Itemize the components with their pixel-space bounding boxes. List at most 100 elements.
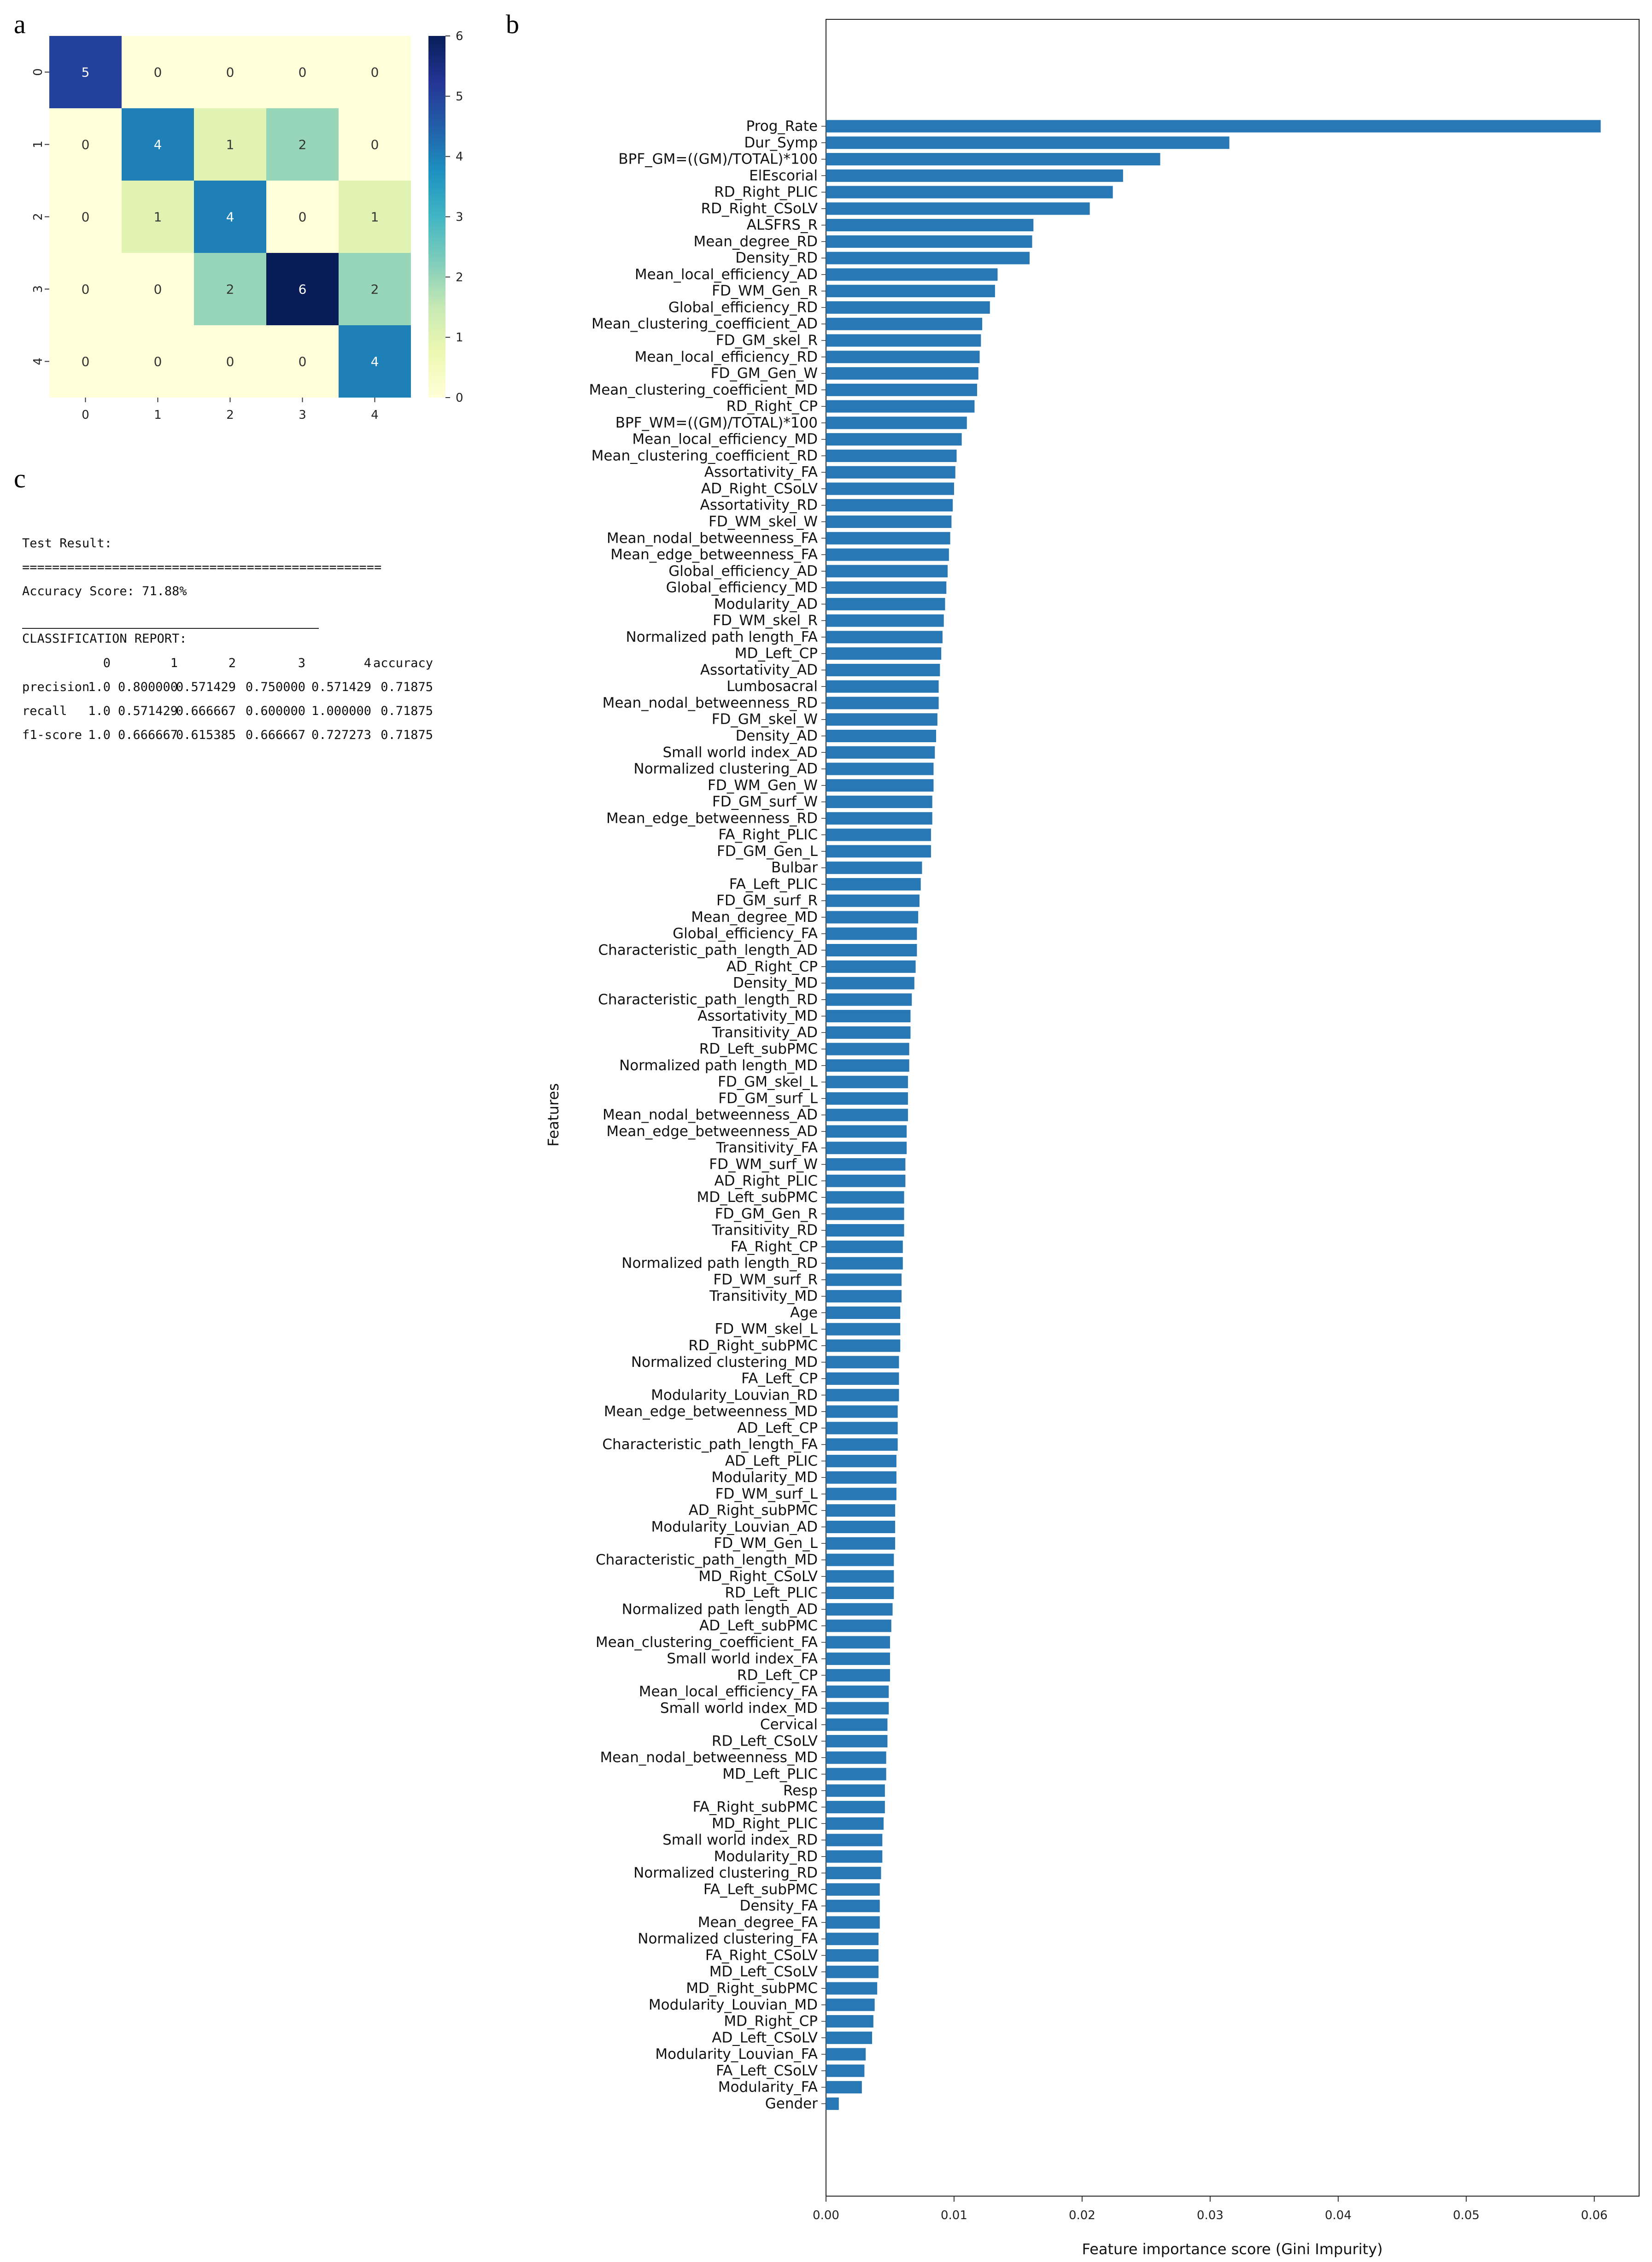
bar [826, 400, 975, 413]
heatmap-cell [49, 325, 122, 398]
bar [826, 1850, 883, 1863]
feature-label: AD_Right_subPMC [689, 1502, 818, 1519]
feature-label: Modularity_AD [714, 596, 818, 612]
feature-label: Normalized clustering_MD [631, 1354, 818, 1371]
bar [826, 1438, 898, 1451]
bar [826, 482, 954, 495]
report-cell: 0.750000 [246, 680, 305, 694]
bar [826, 1207, 904, 1220]
heatmap-cell [266, 325, 339, 398]
bar [826, 993, 912, 1006]
heatmap-cell [49, 181, 122, 253]
bar [826, 351, 980, 363]
report-column-header: 2 [228, 656, 236, 670]
bar [826, 2097, 839, 2110]
colorbar-tick-label: 2 [456, 270, 463, 284]
report-cell: 0.571429 [118, 704, 178, 718]
bar [826, 565, 948, 578]
heatmap-cell-value: 1 [154, 210, 162, 225]
report-cell: 0.571429 [311, 680, 371, 694]
heatmap-cell [266, 108, 339, 181]
heatmap-cell [194, 253, 266, 325]
colorbar-tick-label: 4 [456, 150, 463, 164]
bar [826, 1488, 896, 1500]
feature-label: FD_WM_surf_W [709, 1156, 818, 1173]
heatmap-cell [194, 325, 266, 398]
bar [826, 845, 931, 858]
bar [826, 285, 995, 298]
classification-report: Test Result: ===========================… [22, 536, 433, 742]
report-column-header: 4 [364, 656, 371, 670]
heatmap-cell [122, 253, 194, 325]
bar [826, 812, 932, 825]
report-heading: CLASSIFICATION REPORT: [22, 632, 187, 646]
bar [826, 1520, 896, 1533]
feature-label: FA_Right_CSoLV [705, 1947, 818, 1963]
report-row-label: f1-score [22, 728, 82, 742]
heatmap-cell-value: 4 [371, 354, 379, 369]
x-tick-label: 0.02 [1069, 2209, 1095, 2222]
feature-label: FA_Left_PLIC [729, 876, 818, 892]
bar [826, 1454, 896, 1467]
feature-label: Modularity_Louvian_RD [651, 1387, 818, 1403]
bar [826, 1801, 885, 1814]
heatmap-cell-value: 4 [226, 210, 234, 225]
feature-label: AD_Left_CSoLV [712, 2029, 818, 2046]
x-tick-label: 0.03 [1197, 2209, 1224, 2222]
feature-label: Normalized clustering_AD [633, 761, 818, 777]
heatmap-cell-value: 4 [154, 137, 162, 152]
report-column-header: 0 [103, 656, 111, 670]
bar [826, 499, 953, 512]
bar [826, 1405, 898, 1418]
bar [826, 153, 1160, 166]
feature-label: ALSFRS_R [747, 217, 818, 234]
bar [826, 697, 939, 709]
report-cell: 0.71875 [381, 680, 433, 694]
bar [826, 1653, 890, 1665]
feature-label: FD_GM_surf_R [716, 892, 818, 909]
bar [826, 466, 955, 479]
heatmap-cell-value: 2 [299, 137, 307, 152]
bar [826, 1899, 880, 1912]
feature-label: Mean_local_efficiency_FA [639, 1683, 818, 1700]
bar [826, 647, 942, 660]
report-cell: 0.727273 [311, 728, 371, 742]
bar [826, 713, 937, 726]
bar [826, 1059, 909, 1072]
bar [826, 1092, 908, 1105]
feature-label: Assortativity_FA [704, 464, 818, 481]
x-axis: 0.00 0.01 0.02 0.03 0.04 0.05 0.06 [813, 2196, 1608, 2222]
feature-label: Transitivity_MD [709, 1288, 818, 1305]
feature-label: Gender [765, 2095, 818, 2112]
bar [826, 1603, 893, 1616]
x-tick-label: 0.01 [941, 2209, 967, 2222]
report-cell: 1.0 [88, 728, 111, 742]
report-rule-line: ========================================… [22, 560, 381, 574]
bar [826, 515, 952, 528]
report-cell: 1.0 [88, 704, 111, 718]
report-cell: 0.666667 [118, 728, 178, 742]
x-tick-label: 0.06 [1581, 2209, 1608, 2222]
bar [826, 828, 931, 841]
feature-label: Small world index_RD [662, 1832, 818, 1848]
bar [826, 1108, 908, 1121]
bar [826, 301, 990, 314]
feature-label: Global_efficiency_MD [666, 580, 818, 596]
bar [826, 1422, 898, 1435]
heatmap-cell-value: 1 [226, 137, 234, 152]
bar [826, 960, 916, 973]
heatmap-cell-value: 0 [154, 354, 162, 369]
feature-label: Mean_nodal_betweenness_MD [600, 1749, 818, 1766]
heatmap-cell-value: 0 [82, 282, 90, 297]
bar [826, 367, 978, 380]
bar [826, 1669, 890, 1682]
bar [826, 416, 967, 429]
feature-label: Assortativity_MD [697, 1008, 818, 1025]
bar [826, 1587, 894, 1600]
bar [826, 1965, 879, 1978]
report-cell: 1.0 [88, 680, 111, 694]
bar [826, 1702, 889, 1715]
bar [826, 1372, 899, 1385]
feature-label: Transitivity_FA [716, 1140, 818, 1156]
